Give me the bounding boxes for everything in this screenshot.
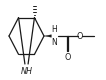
Text: NH: NH bbox=[20, 68, 33, 76]
Polygon shape bbox=[44, 35, 51, 37]
Text: O: O bbox=[65, 53, 71, 62]
Text: H: H bbox=[52, 25, 57, 34]
Text: O: O bbox=[77, 32, 83, 40]
Text: N: N bbox=[52, 38, 57, 47]
